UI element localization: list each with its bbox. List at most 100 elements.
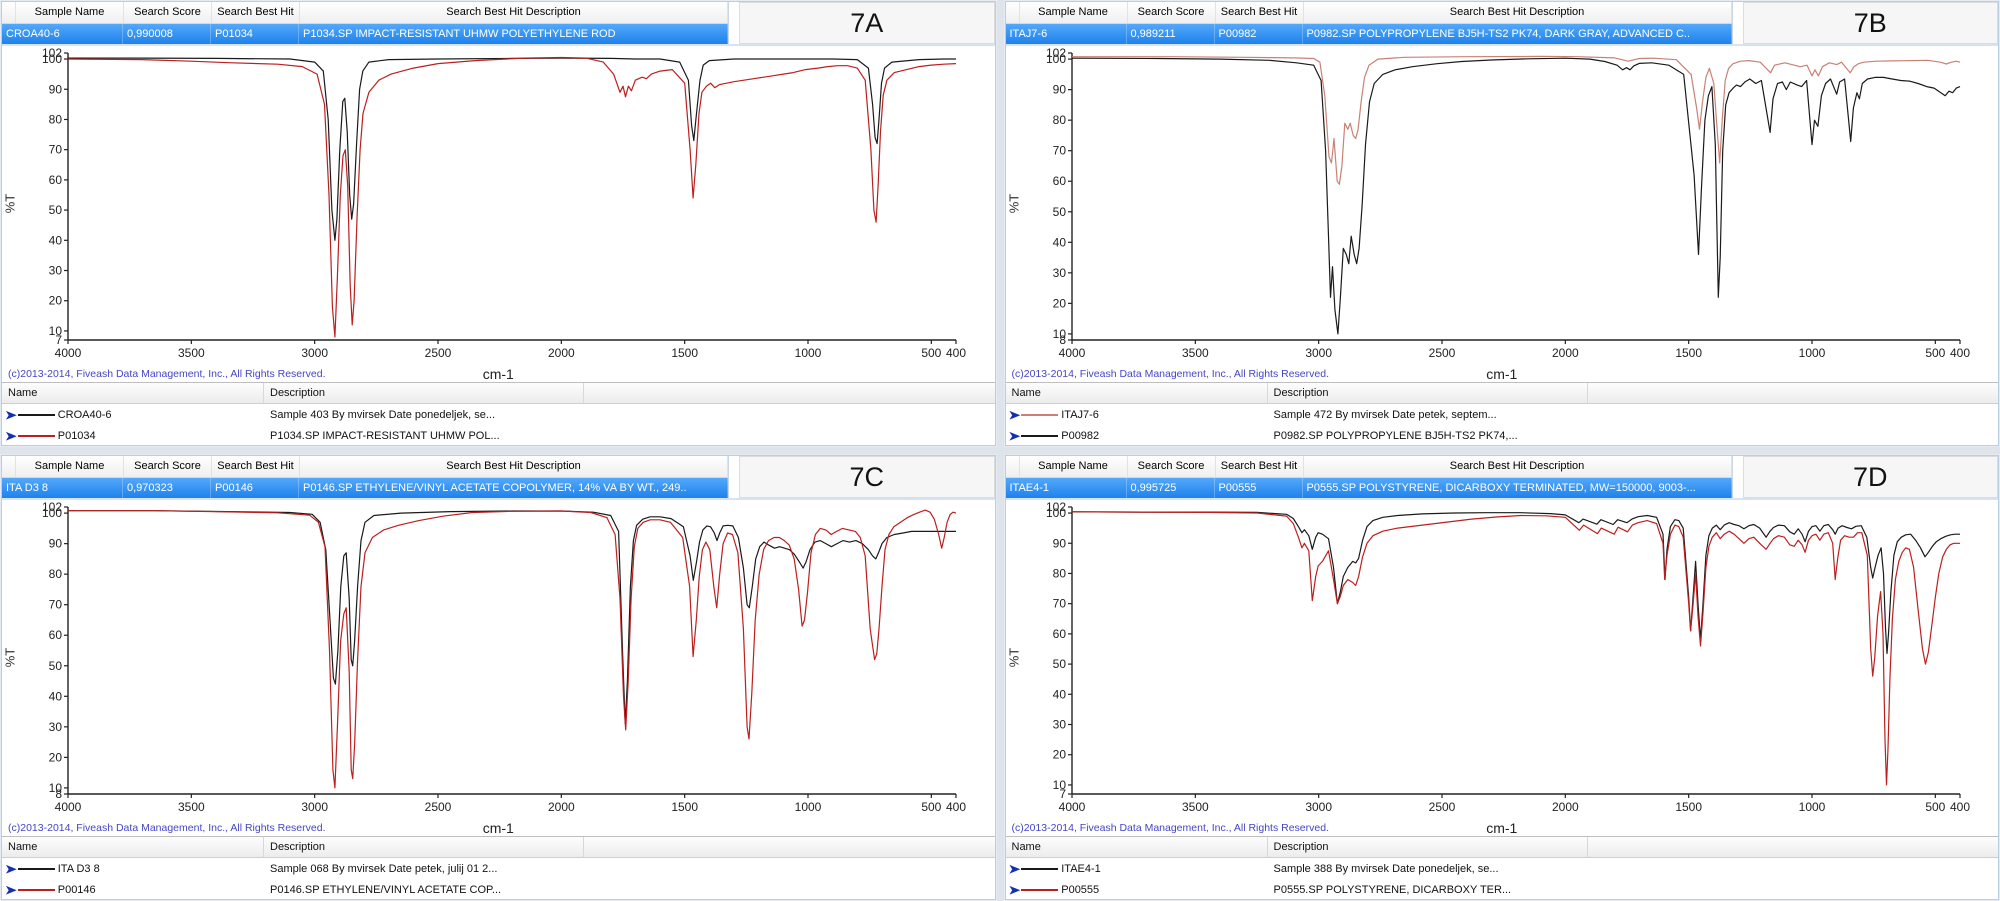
search-result-row[interactable]: ITAE4-1 0,995725 P00555 P0555.SP POLYSTY… bbox=[1005, 477, 1732, 498]
y-tick-label: 7 bbox=[1059, 787, 1066, 801]
y-tick-label: 70 bbox=[49, 598, 63, 612]
expand-arrow-icon[interactable]: ➤ bbox=[5, 407, 17, 422]
y-tick-label: 70 bbox=[49, 143, 63, 157]
legend-row[interactable]: ➤ P00146 P0146.SP ETHYLENE/VINYL ACETATE… bbox=[2, 879, 995, 899]
column-header-search-score[interactable]: Search Score bbox=[1128, 456, 1216, 477]
cell-search-score: 0,995725 bbox=[1127, 477, 1215, 498]
y-tick-label: 8 bbox=[55, 787, 62, 801]
legend-row[interactable]: ➤ P00555 P0555.SP POLYSTYRENE, DICARBOXY… bbox=[1006, 879, 1999, 899]
y-tick-label: 10 bbox=[1052, 327, 1066, 341]
search-result-row[interactable]: ITA D3 8 0,970323 P00146 P0146.SP ETHYLE… bbox=[2, 477, 728, 498]
x-tick-label: 2500 bbox=[425, 800, 452, 814]
y-tick-label: 100 bbox=[42, 506, 62, 520]
legend-column-name[interactable]: Name bbox=[2, 837, 264, 857]
legend-series-description: P0982.SP POLYPROPYLENE BJ5H-TS2 PK74,... bbox=[1273, 429, 1518, 442]
expand-arrow-icon[interactable]: ➤ bbox=[5, 882, 17, 897]
column-header-search-best-hit[interactable]: Search Best Hit bbox=[212, 456, 300, 477]
legend-row[interactable]: ➤ ITA D3 8 Sample 068 By mvirsek Date pe… bbox=[2, 858, 995, 879]
x-tick-label: 500 bbox=[1925, 800, 1945, 814]
panel-7c-top: Sample Name Search Score Search Best Hit… bbox=[2, 456, 995, 498]
cell-best-hit-description: P0555.SP POLYSTYRENE, DICARBOXY TERMINAT… bbox=[1303, 477, 1732, 498]
x-tick-label: 3000 bbox=[1305, 346, 1332, 360]
legend-column-spacer bbox=[584, 383, 995, 403]
legend-column-name[interactable]: Name bbox=[1006, 383, 1268, 403]
y-tick-label: 20 bbox=[49, 294, 63, 308]
y-tick-label: 102 bbox=[1045, 46, 1065, 60]
copyright-text: (c)2013-2014, Fiveash Data Management, I… bbox=[1011, 822, 1330, 834]
column-header-sample-name[interactable]: Sample Name bbox=[1020, 2, 1128, 23]
expand-arrow-icon[interactable]: ➤ bbox=[1008, 882, 1021, 897]
expand-arrow-icon[interactable]: ➤ bbox=[5, 428, 17, 443]
legend-name-cell: ➤ ITAE4-1 bbox=[1006, 862, 1268, 876]
legend-header: Name Description bbox=[2, 383, 995, 404]
y-tick-label: 30 bbox=[49, 720, 63, 734]
legend-column-description[interactable]: Description bbox=[264, 837, 584, 857]
chart-caption-row: (c)2013-2014, Fiveash Data Management, I… bbox=[1006, 366, 1999, 382]
column-header-best-hit-description[interactable]: Search Best Hit Description bbox=[1304, 2, 1732, 23]
y-tick-label: 20 bbox=[1052, 296, 1066, 310]
legend-name-cell: ➤ P00146 bbox=[2, 883, 264, 897]
panel-7b: Sample Name Search Score Search Best Hit… bbox=[1003, 0, 2000, 447]
x-tick-label: 500 bbox=[921, 346, 941, 360]
cell-sample-name: ITAE4-1 bbox=[1006, 477, 1127, 498]
x-tick-label: 400 bbox=[1949, 800, 1969, 814]
column-header-search-score[interactable]: Search Score bbox=[124, 2, 212, 23]
column-header-best-hit-description[interactable]: Search Best Hit Description bbox=[300, 456, 728, 477]
x-tick-label: 2500 bbox=[425, 346, 452, 360]
column-header-search-best-hit[interactable]: Search Best Hit bbox=[1216, 456, 1304, 477]
y-tick-label: 102 bbox=[42, 500, 62, 514]
column-header-sample-name[interactable]: Sample Name bbox=[16, 2, 124, 23]
column-header-best-hit-description[interactable]: Search Best Hit Description bbox=[1304, 456, 1732, 477]
search-results-header: Sample Name Search Score Search Best Hit… bbox=[2, 456, 728, 478]
search-result-row[interactable]: ITAJ7-6 0,989211 P00982 P0982.SP POLYPRO… bbox=[1005, 23, 1732, 44]
x-tick-label: 2000 bbox=[1551, 346, 1578, 360]
legend-name-cell: ➤ P00982 bbox=[1006, 429, 1268, 443]
search-result-row[interactable]: CROA40-6 0,990008 P01034 P1034.SP IMPACT… bbox=[2, 23, 728, 44]
legend-row[interactable]: ➤ ITAE4-1 Sample 388 By mvirsek Date pon… bbox=[1006, 858, 1999, 879]
spectrum-chart: %T 102 100 90 80 70 60 50 40 30 20 10 8 4000 3500 3000… bbox=[1005, 44, 1998, 366]
x-tick-label: 400 bbox=[946, 800, 966, 814]
column-header-search-best-hit[interactable]: Search Best Hit bbox=[1216, 2, 1304, 23]
y-tick-label: 102 bbox=[42, 46, 62, 60]
cell-sample-name: ITA D3 8 bbox=[2, 477, 123, 498]
legend-column-description[interactable]: Description bbox=[1268, 383, 1588, 403]
y-tick-label: 60 bbox=[1052, 627, 1066, 641]
figure-label: 7D bbox=[1742, 456, 1998, 498]
series-line-swatch bbox=[17, 434, 55, 437]
search-results-table: Sample Name Search Score Search Best Hit… bbox=[1005, 2, 1733, 44]
search-results-table: Sample Name Search Score Search Best Hit… bbox=[2, 456, 729, 498]
legend-row[interactable]: ➤ ITAJ7-6 Sample 472 By mvirsek Date pet… bbox=[1006, 404, 1999, 425]
legend-row[interactable]: ➤ P01034 P1034.SP IMPACT-RESISTANT UHMW … bbox=[2, 425, 995, 445]
column-header-sample-name[interactable]: Sample Name bbox=[16, 456, 124, 477]
expand-arrow-icon[interactable]: ➤ bbox=[1008, 428, 1021, 443]
search-results-header: Sample Name Search Score Search Best Hit… bbox=[1005, 2, 1732, 24]
spectrum-trace-P00982 bbox=[1071, 57, 1960, 335]
expand-arrow-icon[interactable]: ➤ bbox=[1008, 407, 1021, 422]
legend-column-description[interactable]: Description bbox=[1268, 837, 1588, 857]
x-axis-label: cm-1 bbox=[482, 820, 514, 836]
legend-column-name[interactable]: Name bbox=[1006, 837, 1268, 857]
column-header-search-score[interactable]: Search Score bbox=[1128, 2, 1216, 23]
legend-column-name[interactable]: Name bbox=[2, 383, 264, 403]
cell-best-hit: P00555 bbox=[1215, 477, 1303, 498]
expand-arrow-icon[interactable]: ➤ bbox=[1008, 861, 1021, 876]
panel-7b-top: Sample Name Search Score Search Best Hit… bbox=[1005, 2, 1998, 44]
legend-series-name: ITA D3 8 bbox=[57, 862, 100, 875]
series-line-swatch bbox=[17, 888, 55, 891]
expand-arrow-icon[interactable]: ➤ bbox=[5, 861, 17, 876]
y-tick-label: 70 bbox=[1052, 597, 1066, 611]
legend-row[interactable]: ➤ P00982 P0982.SP POLYPROPYLENE BJ5H-TS2… bbox=[1006, 425, 1999, 445]
legend-row[interactable]: ➤ CROA40-6 Sample 403 By mvirsek Date po… bbox=[2, 404, 995, 425]
cell-best-hit-description: P0982.SP POLYPROPYLENE BJ5H-TS2 PK74, DA… bbox=[1303, 23, 1732, 44]
spectrum-chart: %T 102 100 90 80 70 60 50 40 30 20 10 7 4000 3500 3000… bbox=[1005, 498, 1998, 820]
legend-column-description[interactable]: Description bbox=[264, 383, 584, 403]
column-header-search-best-hit[interactable]: Search Best Hit bbox=[212, 2, 300, 23]
column-header-sample-name[interactable]: Sample Name bbox=[1020, 456, 1128, 477]
y-tick-label: 60 bbox=[49, 173, 63, 187]
column-header-best-hit-description[interactable]: Search Best Hit Description bbox=[300, 2, 728, 23]
x-tick-label: 3500 bbox=[178, 346, 205, 360]
legend-series-description: Sample 472 By mvirsek Date petek, septem… bbox=[1273, 408, 1497, 421]
column-header-search-score[interactable]: Search Score bbox=[124, 456, 212, 477]
y-tick-label: 10 bbox=[49, 781, 63, 795]
